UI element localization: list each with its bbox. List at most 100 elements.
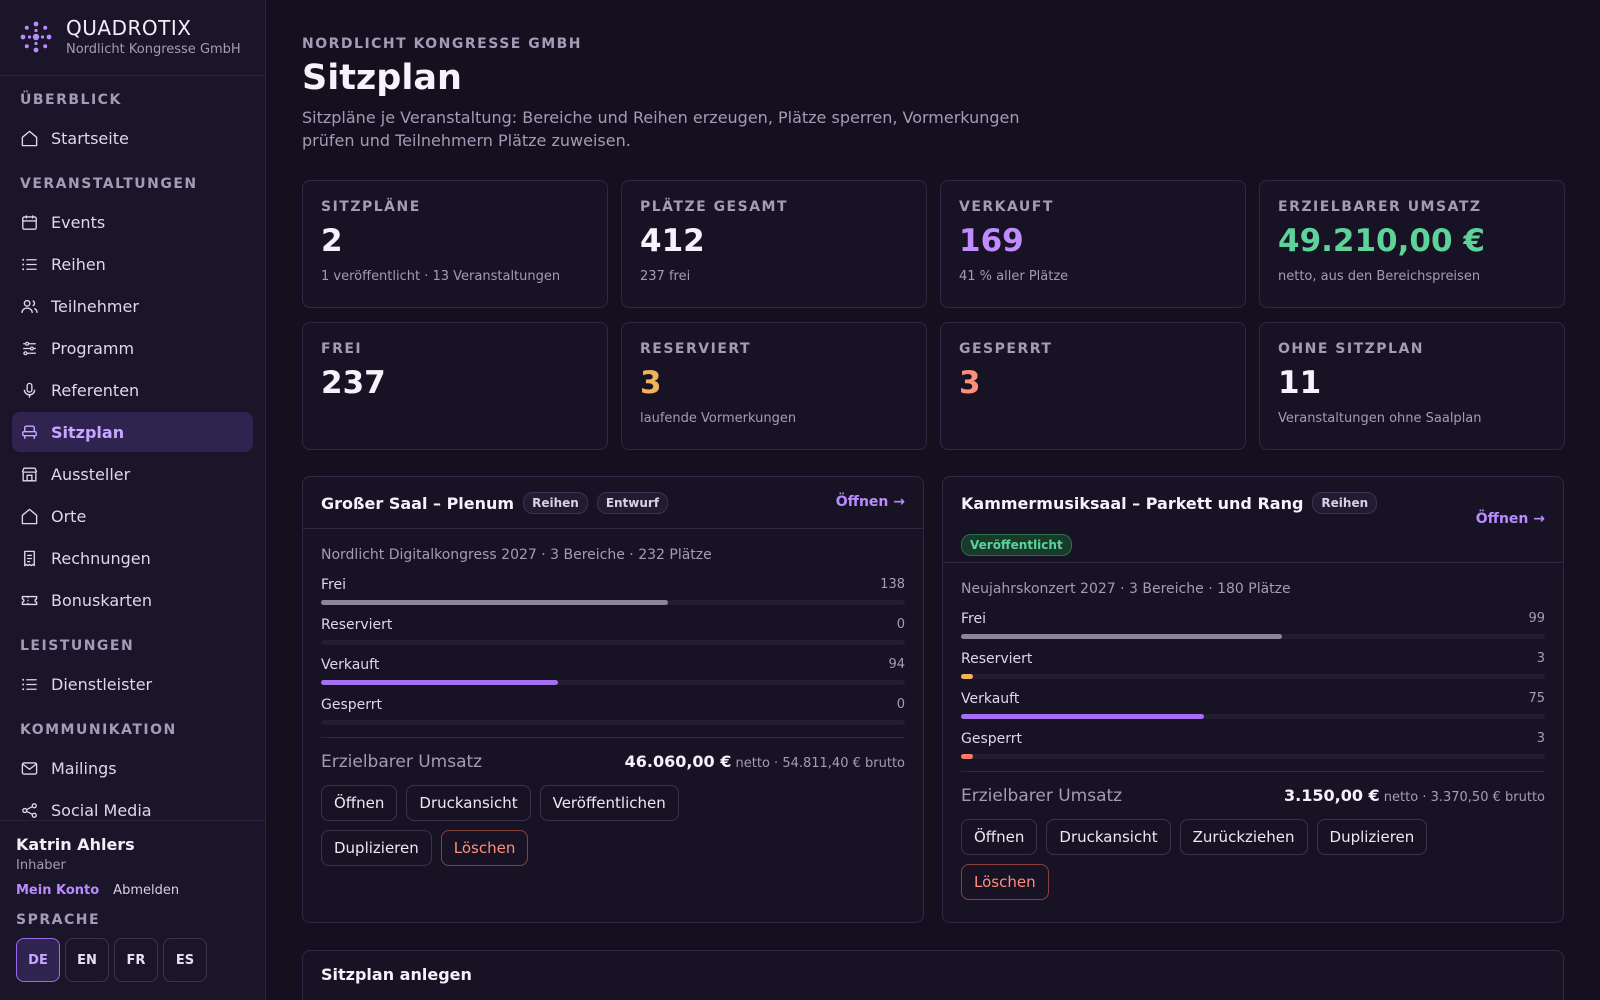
stat-value: 169 bbox=[959, 223, 1024, 259]
seatplan-card-header: Kammermusiksaal – Parkett und Rang Reihen… bbox=[943, 477, 1563, 563]
delete-button[interactable]: Löschen bbox=[440, 830, 529, 866]
stat-subtext: 41 % aller Plätze bbox=[959, 269, 1069, 284]
sidebar-item-label: Social Media bbox=[51, 800, 152, 820]
duplizieren-button[interactable]: Duplizieren bbox=[321, 830, 432, 866]
ticket-icon bbox=[21, 595, 38, 605]
sidebar-item-mailings[interactable]: Mailings bbox=[12, 748, 253, 788]
duplizieren-button[interactable]: Duplizieren bbox=[1316, 819, 1428, 855]
capacity-bar-track bbox=[961, 674, 1545, 679]
capacity-row-gesperrt: Gesperrt 0 bbox=[321, 697, 905, 737]
druckansicht-button[interactable]: Druckansicht bbox=[406, 785, 531, 821]
capacity-bar-fill bbox=[961, 634, 1283, 639]
druckansicht-button[interactable]: Druckansicht bbox=[1046, 819, 1171, 855]
sidebar: QUADROTIX Nordlicht Kongresse GmbH ÜBERB… bbox=[0, 0, 266, 1000]
stat-value: 412 bbox=[640, 223, 705, 259]
list-icon bbox=[22, 678, 37, 690]
create-seatplan-title: Sitzplan anlegen bbox=[321, 965, 472, 984]
brand[interactable]: QUADROTIX Nordlicht Kongresse GmbH bbox=[0, 0, 265, 76]
sidebar-item-sitzplan[interactable]: Sitzplan bbox=[12, 412, 253, 452]
mail-icon bbox=[21, 761, 38, 775]
oeffnen-button[interactable]: Öffnen bbox=[961, 819, 1038, 855]
capacity-bar-track bbox=[961, 754, 1545, 759]
open-seatplan-link[interactable]: Öffnen → bbox=[836, 494, 905, 510]
language-title: SPRACHE bbox=[16, 912, 101, 928]
delete-button[interactable]: Löschen bbox=[961, 864, 1049, 900]
arrow-right-icon: → bbox=[1528, 511, 1545, 527]
language-button-en[interactable]: EN bbox=[65, 938, 109, 982]
capacity-bar-track bbox=[321, 720, 905, 725]
capacity-count: 0 bbox=[896, 697, 905, 712]
microphone-icon bbox=[23, 382, 36, 398]
capacity-count: 94 bbox=[888, 657, 905, 672]
stat-value: 11 bbox=[1278, 365, 1322, 401]
sidebar-item-orte[interactable]: Orte bbox=[12, 496, 253, 536]
stat-label: GESPERRT bbox=[959, 341, 1053, 357]
capacity-label: Verkauft bbox=[321, 657, 380, 673]
seatplan-title: Kammermusiksaal – Parkett und Rang bbox=[961, 493, 1304, 513]
sidebar-item-referenten[interactable]: Referenten bbox=[12, 370, 253, 410]
revenue-gross: netto · 3.370,50 € brutto bbox=[1383, 790, 1545, 805]
veroeffentlichen-button[interactable]: Veröffentlichen bbox=[539, 785, 679, 821]
sidebar-item-label: Dienstleister bbox=[51, 674, 153, 694]
sidebar-item-label: Reihen bbox=[51, 254, 106, 274]
revenue-value: 46.060,00 € netto · 54.811,40 € brutto bbox=[625, 752, 905, 771]
sidebar-item-aussteller[interactable]: Aussteller bbox=[12, 454, 253, 494]
open-seatplan-link[interactable]: Öffnen → bbox=[1476, 511, 1545, 527]
home-icon bbox=[21, 130, 38, 146]
open-link-label: Öffnen bbox=[835, 494, 889, 510]
page-title: Sitzplan bbox=[302, 58, 462, 98]
revenue-summary: Erzielbarer Umsatz 3.150,00 € netto · 3.3… bbox=[961, 771, 1545, 819]
calendar-icon bbox=[22, 214, 37, 230]
capacity-bar-fill bbox=[321, 680, 558, 685]
stat-label: SITZPLÄNE bbox=[321, 199, 421, 215]
revenue-net: 46.060,00 € bbox=[624, 752, 732, 771]
seatplan-card: Großer Saal – Plenum Reihen Entwurf Öffnen … bbox=[302, 476, 924, 923]
stat-value: 3 bbox=[959, 365, 981, 401]
logout-link[interactable]: Abmelden bbox=[113, 883, 180, 898]
sidebar-item-events[interactable]: Events bbox=[12, 202, 253, 242]
stat-subtext: 237 frei bbox=[640, 269, 691, 284]
status-badge-reihen: Reihen bbox=[1312, 492, 1378, 514]
nav-section-title: VERANSTALTUNGEN bbox=[20, 176, 198, 192]
sidebar-item-rechnungen[interactable]: Rechnungen bbox=[12, 538, 253, 578]
capacity-count: 0 bbox=[896, 617, 905, 632]
capacity-label: Reserviert bbox=[961, 651, 1033, 667]
status-badge-veroeffentlicht: Veröffentlicht bbox=[961, 534, 1072, 556]
capacity-label: Verkauft bbox=[961, 691, 1020, 707]
language-button-es[interactable]: ES bbox=[163, 938, 207, 982]
sidebar-item-label: Bonuskarten bbox=[51, 590, 153, 610]
capacity-bar-fill bbox=[961, 714, 1205, 719]
sliders-icon bbox=[23, 341, 36, 355]
capacity-bar-fill bbox=[321, 600, 669, 605]
language-button-de[interactable]: DE bbox=[16, 938, 60, 982]
sidebar-item-startseite[interactable]: Startseite bbox=[12, 118, 253, 158]
sidebar-item-programm[interactable]: Programm bbox=[12, 328, 253, 368]
main-content: NORDLICHT KONGRESSE GMBH Sitzplan Sitzpl… bbox=[302, 0, 1565, 1000]
my-account-link[interactable]: Mein Konto bbox=[16, 883, 100, 898]
stat-subtext: 1 veröffentlicht · 13 Veranstaltungen bbox=[321, 269, 561, 284]
stat-subtext: Veranstaltungen ohne Saalplan bbox=[1278, 411, 1482, 426]
stat-card-erzielbarer-umsatz: ERZIELBARER UMSATZ 49.210,00 € netto, aus … bbox=[1259, 180, 1565, 308]
zurueckziehen-button[interactable]: Zurückziehen bbox=[1179, 819, 1308, 855]
language-button-fr[interactable]: FR bbox=[114, 938, 158, 982]
revenue-value: 3.150,00 € netto · 3.370,50 € brutto bbox=[1284, 786, 1545, 805]
stat-value: 2 bbox=[321, 223, 343, 259]
user-role: Inhaber bbox=[16, 858, 66, 873]
capacity-row-verkauft: Verkauft 94 bbox=[321, 657, 905, 697]
stat-label: ERZIELBARER UMSATZ bbox=[1278, 199, 1482, 215]
seatplan-actions: Öffnen Druckansicht Veröffentlichen Duplizi… bbox=[321, 785, 791, 866]
oeffnen-button[interactable]: Öffnen bbox=[321, 785, 398, 821]
stat-label: FREI bbox=[321, 341, 363, 357]
sidebar-item-social-media[interactable]: Social Media bbox=[12, 790, 253, 820]
open-link-label: Öffnen bbox=[1475, 511, 1529, 527]
page-eyebrow: NORDLICHT KONGRESSE GMBH bbox=[302, 36, 583, 52]
sidebar-item-dienstleister[interactable]: Dienstleister bbox=[12, 664, 253, 704]
status-badge-entwurf: Entwurf bbox=[596, 492, 669, 514]
sidebar-item-reihen[interactable]: Reihen bbox=[12, 244, 253, 284]
sidebar-item-bonuskarten[interactable]: Bonuskarten bbox=[12, 580, 253, 620]
sidebar-item-teilnehmer[interactable]: Teilnehmer bbox=[12, 286, 253, 326]
page-subtitle: Sitzpläne je Veranstaltung: Bereiche und… bbox=[302, 108, 1020, 150]
stat-card-sitzplaene: SITZPLÄNE 2 1 veröffentlicht · 13 Veransta… bbox=[302, 180, 608, 308]
stat-subtext: laufende Vormerkungen bbox=[640, 411, 797, 426]
stat-card-verkauft: VERKAUFT 169 41 % aller Plätze bbox=[940, 180, 1246, 308]
